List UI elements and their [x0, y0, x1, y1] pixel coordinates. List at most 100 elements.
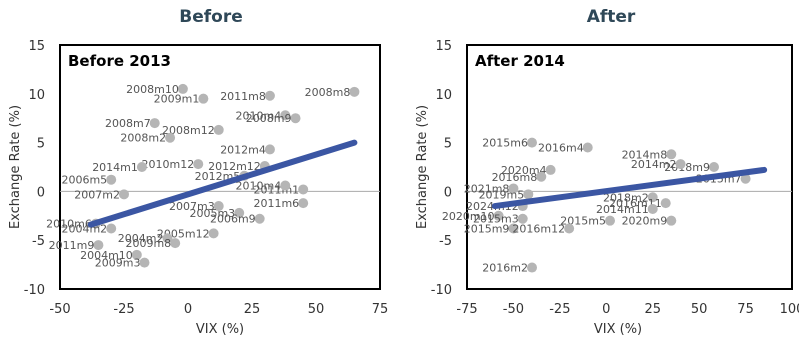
- data-point: [264, 144, 275, 155]
- data-point: [213, 124, 224, 135]
- data-point: [564, 223, 575, 234]
- x-axis-label-after: VIX (%): [594, 322, 642, 337]
- x-tick-label: 100: [780, 302, 799, 317]
- data-point: [234, 207, 245, 218]
- point-label: 2014m11: [596, 203, 649, 216]
- point-label: 2011m6: [253, 197, 299, 210]
- x-ticks-after: -75 -50 -25 0 25 50 75 100: [456, 302, 799, 317]
- data-point: [647, 192, 658, 203]
- data-point: [508, 183, 519, 194]
- y-tick-label: 0: [37, 185, 45, 200]
- data-point: [131, 249, 142, 260]
- data-point: [106, 174, 117, 185]
- x-tick-label: -50: [503, 302, 524, 317]
- data-point: [298, 184, 309, 195]
- data-point: [213, 201, 224, 212]
- y-tick-label: 15: [435, 39, 452, 54]
- point-label: 2007m2: [74, 188, 120, 201]
- data-point: [523, 189, 534, 200]
- y-tick-label: 10: [28, 88, 45, 103]
- point-label: 2016m4: [538, 141, 584, 154]
- data-point: [106, 223, 117, 234]
- data-point: [545, 164, 556, 175]
- data-point: [208, 228, 219, 239]
- y-tick-label: -10: [24, 283, 45, 298]
- point-label: 2009m1: [154, 93, 200, 106]
- point-label: 2012m4: [220, 143, 266, 156]
- y-tick-label: 5: [444, 137, 452, 152]
- data-point: [647, 203, 658, 214]
- data-point: [139, 257, 150, 268]
- point-label: 2004m2: [118, 232, 164, 245]
- data-point: [119, 189, 129, 200]
- y-ticks-before: -10 -5 0 5 10 15: [24, 39, 45, 298]
- x-tick-label: 0: [602, 302, 610, 317]
- data-point: [170, 238, 181, 249]
- y-axis-label-after: Exchange Rate (%): [415, 105, 430, 229]
- plot-frame-after: [466, 44, 793, 290]
- y-axis-label-before: Exchange Rate (%): [8, 105, 23, 229]
- data-point: [493, 210, 504, 221]
- x-tick-label: -25: [113, 302, 134, 317]
- point-label: 2010m4: [236, 180, 282, 193]
- x-tick-label: -75: [456, 302, 477, 317]
- point-label: 2020m4: [501, 164, 547, 177]
- trendline-after: [491, 166, 768, 210]
- data-point: [536, 171, 547, 182]
- data-point: [298, 198, 309, 209]
- y-tick-label: 0: [444, 185, 452, 200]
- panel-title-after: After: [587, 7, 636, 27]
- trend-line: [491, 166, 768, 210]
- point-label: 2020m9: [622, 215, 668, 228]
- y-ticks-after: -10 -5 0 5 10 15: [431, 39, 452, 298]
- point-label: 2008m7: [105, 117, 151, 130]
- data-point: [162, 233, 173, 244]
- x-tick-label: 75: [737, 302, 754, 317]
- data-point: [193, 159, 204, 170]
- point-label: 2010m12: [142, 158, 195, 171]
- inset-label-after: After 2014: [475, 52, 565, 70]
- data-point: [660, 198, 671, 209]
- y-tick-label: 10: [435, 88, 452, 103]
- trendline-before: [87, 139, 358, 228]
- data-point: [136, 162, 147, 172]
- x-tick-label: 50: [691, 302, 708, 317]
- panel-after: After After 2014 2015m6 2016m4 2014m8 2018m…: [415, 7, 799, 337]
- point-label: 2014m1: [92, 161, 138, 174]
- x-tick-label: 50: [308, 302, 325, 317]
- data-point: [508, 223, 519, 234]
- y-tick-label: 15: [28, 39, 45, 54]
- point-label: 2016m12: [512, 222, 565, 235]
- x-tick-label: 25: [244, 302, 261, 317]
- data-point: [675, 159, 686, 170]
- data-point: [149, 118, 160, 129]
- point-label: 2006m5: [61, 174, 107, 187]
- data-point: [666, 149, 677, 160]
- x-tick-label: -25: [549, 302, 570, 317]
- point-label: 2008m2: [120, 132, 166, 145]
- point-label: 2010m6: [46, 218, 92, 231]
- point-label: 2016m8: [492, 171, 538, 184]
- point-label: 2018m2: [603, 191, 649, 204]
- data-point: [605, 215, 615, 226]
- point-label: 2008m12: [162, 124, 215, 137]
- y-tick-label: -10: [431, 283, 452, 298]
- point-label: 2012m12: [208, 160, 261, 173]
- point-label: 2008m8: [305, 86, 351, 99]
- point-label: 2010m4: [236, 109, 282, 122]
- data-point: [666, 215, 677, 226]
- point-label: 2019m5: [479, 188, 525, 201]
- x-tick-label: 25: [644, 302, 661, 317]
- data-point: [582, 142, 593, 153]
- point-label: 2020m10: [442, 210, 495, 223]
- y-tick-label: -5: [439, 234, 452, 249]
- x-axis-label-before: VIX (%): [196, 322, 244, 337]
- data-point: [527, 262, 537, 273]
- point-label: 2005m3: [189, 207, 235, 220]
- x-tick-label: 75: [372, 302, 389, 317]
- point-label: 2021m8: [464, 182, 510, 195]
- x-tick-label: -50: [49, 302, 70, 317]
